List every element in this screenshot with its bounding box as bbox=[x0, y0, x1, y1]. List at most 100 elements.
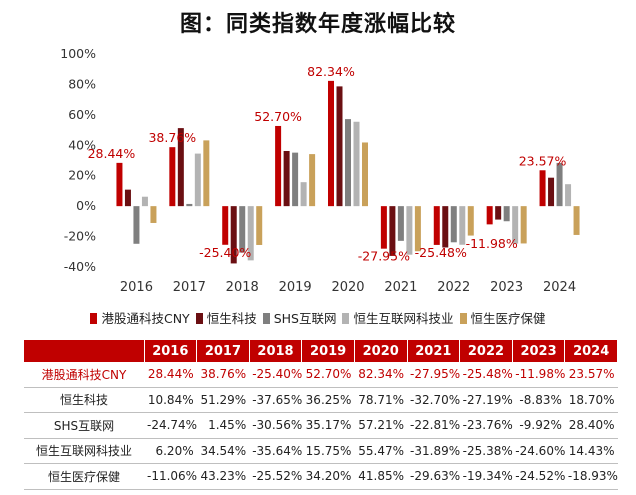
table-row: SHS互联网 -24.74% 1.45% -30.56% 35.17% 57.21% -22… bbox=[24, 412, 618, 439]
bar bbox=[169, 147, 176, 207]
table-column-header: 2017 bbox=[196, 340, 250, 362]
table-row: 恒生互联网科技业 6.20% 34.54% -35.64% 15.75% 55.47% -3… bbox=[24, 438, 618, 464]
bar bbox=[328, 80, 334, 207]
bar bbox=[433, 206, 440, 245]
table-cell: 6.20% bbox=[144, 438, 197, 464]
data-label: -25.48% bbox=[415, 245, 467, 260]
y-tick-label: 80% bbox=[68, 76, 96, 91]
bar bbox=[177, 128, 184, 207]
y-tick-label: -40% bbox=[64, 259, 96, 274]
table-row-label: 恒生医疗保健 bbox=[24, 463, 144, 490]
table-header-row: 2016 2017 2018 2019 2020 2021 2022 2023 2024 bbox=[24, 340, 618, 362]
table-cell: 1.45% bbox=[196, 412, 250, 439]
table-cell: -24.74% bbox=[144, 412, 197, 439]
bar bbox=[389, 206, 396, 256]
bar bbox=[116, 162, 123, 207]
table-cell: 41.85% bbox=[354, 463, 408, 490]
table-cell: -27.19% bbox=[459, 387, 513, 413]
legend-item: 恒生医疗保健 bbox=[459, 308, 546, 327]
bar bbox=[380, 206, 387, 249]
legend-swatch bbox=[195, 313, 203, 324]
table-corner-cell bbox=[24, 340, 145, 362]
table-cell: -30.56% bbox=[249, 412, 302, 439]
legend-item: 恒生互联网科技业 bbox=[342, 308, 454, 327]
bar bbox=[467, 206, 474, 236]
bar bbox=[283, 150, 290, 207]
bar bbox=[186, 203, 193, 207]
table-row: 港股通科技CNY 28.44% 38.76% -25.40% 52.70% 82.34% -… bbox=[24, 362, 618, 388]
legend-label: 恒生互联网科技业 bbox=[353, 311, 454, 326]
legend-label: 港股通科技CNY bbox=[101, 311, 190, 326]
bar bbox=[548, 177, 555, 207]
table-cell: 78.71% bbox=[354, 387, 408, 413]
y-tick-label: -20% bbox=[64, 229, 96, 244]
legend-item: 港股通科技CNY bbox=[90, 308, 190, 327]
table-cell: -19.34% bbox=[459, 463, 513, 490]
table-cell: 51.29% bbox=[196, 387, 250, 413]
bar bbox=[230, 206, 237, 264]
bar bbox=[503, 206, 510, 222]
table-cell: -29.63% bbox=[407, 463, 460, 490]
bar bbox=[300, 182, 307, 207]
table-cell: -32.70% bbox=[407, 387, 460, 413]
table-cell: 57.21% bbox=[354, 412, 408, 439]
bar bbox=[141, 196, 148, 207]
bar bbox=[512, 206, 519, 244]
table-cell: -37.65% bbox=[249, 387, 302, 413]
bar bbox=[486, 206, 493, 225]
bar bbox=[239, 206, 246, 253]
table-row-label: SHS互联网 bbox=[24, 412, 144, 439]
table-cell: -11.06% bbox=[144, 463, 197, 490]
table-cell: 14.43% bbox=[564, 438, 618, 464]
table-cell: -24.52% bbox=[512, 463, 565, 490]
x-tick-label: 2019 bbox=[279, 280, 312, 295]
bar bbox=[222, 206, 229, 245]
bar bbox=[150, 206, 157, 223]
data-label: 38.76% bbox=[148, 130, 196, 145]
legend-label: SHS互联网 bbox=[273, 311, 337, 326]
table-column-header: 2022 bbox=[459, 340, 513, 362]
bar bbox=[495, 206, 502, 220]
table-cell: 82.34% bbox=[354, 362, 408, 388]
data-label: -11.98% bbox=[466, 236, 518, 251]
table-cell: -23.76% bbox=[459, 412, 513, 439]
data-label: 82.34% bbox=[307, 64, 355, 79]
bar bbox=[256, 206, 263, 245]
x-tick-label: 2024 bbox=[543, 280, 576, 295]
table-row-label: 港股通科技CNY bbox=[24, 362, 144, 388]
table-row-label: 恒生互联网科技业 bbox=[24, 438, 144, 464]
legend-swatch bbox=[262, 313, 270, 324]
x-tick-label: 2018 bbox=[226, 280, 259, 295]
table-cell: -25.40% bbox=[249, 362, 302, 388]
x-tick-label: 2023 bbox=[490, 280, 523, 295]
table-cell: -25.38% bbox=[459, 438, 513, 464]
data-label: 52.70% bbox=[254, 109, 302, 124]
table-cell: 36.25% bbox=[301, 387, 355, 413]
bar bbox=[520, 206, 527, 244]
bar bbox=[539, 170, 546, 207]
table-cell: 15.75% bbox=[301, 438, 355, 464]
table-cell: 52.70% bbox=[301, 362, 355, 388]
bar bbox=[353, 121, 360, 207]
legend-swatch bbox=[342, 313, 350, 324]
table-cell: -24.60% bbox=[512, 438, 565, 464]
bar bbox=[292, 152, 299, 207]
data-label: 23.57% bbox=[519, 153, 567, 168]
table-column-header: 2020 bbox=[354, 340, 408, 362]
table-cell: 34.54% bbox=[196, 438, 250, 464]
x-tick-label: 2020 bbox=[331, 280, 364, 295]
bar bbox=[309, 154, 316, 207]
legend-label: 恒生科技 bbox=[206, 311, 257, 326]
table-cell: -22.81% bbox=[407, 412, 460, 439]
table-column-header: 2024 bbox=[564, 340, 618, 362]
table-column-header: 2023 bbox=[512, 340, 566, 362]
bar bbox=[397, 206, 404, 241]
bar bbox=[556, 162, 563, 207]
chart-legend: 港股通科技CNY 恒生科技 SHS互联网 恒生互联网科技业 恒生医疗保健 bbox=[0, 308, 636, 327]
table-cell: -18.93% bbox=[564, 463, 618, 490]
legend-swatch bbox=[90, 313, 98, 324]
bar bbox=[406, 206, 413, 255]
bar bbox=[414, 206, 421, 252]
table-cell: -35.64% bbox=[249, 438, 302, 464]
bar bbox=[194, 153, 201, 207]
